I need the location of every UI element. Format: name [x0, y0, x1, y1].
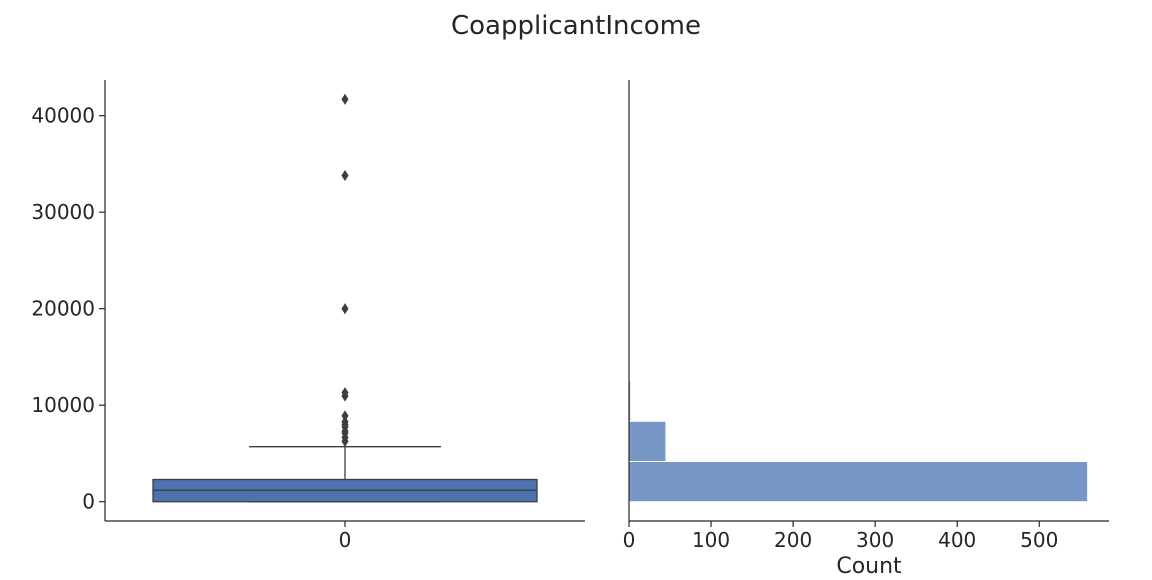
y-tick-label: 40000 [31, 104, 95, 128]
x-tick-label: 0 [623, 528, 636, 552]
y-tick-label: 30000 [31, 200, 95, 224]
y-tick-label: 0 [82, 490, 95, 514]
outlier-point [341, 410, 349, 422]
x-tick-label: 500 [1020, 528, 1058, 552]
histogram-panel: 0 100 200 300 400 500 Count [623, 80, 1109, 579]
x-tick-label: 400 [938, 528, 976, 552]
histogram-bar [628, 420, 667, 462]
outlier-point [341, 387, 349, 399]
x-tick-label: 100 [692, 528, 730, 552]
x-tick-label: 200 [774, 528, 812, 552]
outlier-point [341, 303, 349, 315]
figure-title: CoapplicantIncome [451, 11, 701, 41]
y-tick-label: 20000 [31, 297, 95, 321]
outlier-point [341, 93, 349, 105]
x-tick-label: 0 [339, 528, 352, 552]
boxplot-panel: 0 10000 20000 30000 40000 0 [31, 80, 585, 552]
outlier-point [341, 169, 349, 182]
x-axis-label: Count [836, 554, 902, 576]
outlier-point [341, 416, 349, 428]
histogram-bar [628, 460, 1089, 503]
y-tick-label: 10000 [31, 393, 95, 417]
x-tick-label: 300 [856, 528, 894, 552]
